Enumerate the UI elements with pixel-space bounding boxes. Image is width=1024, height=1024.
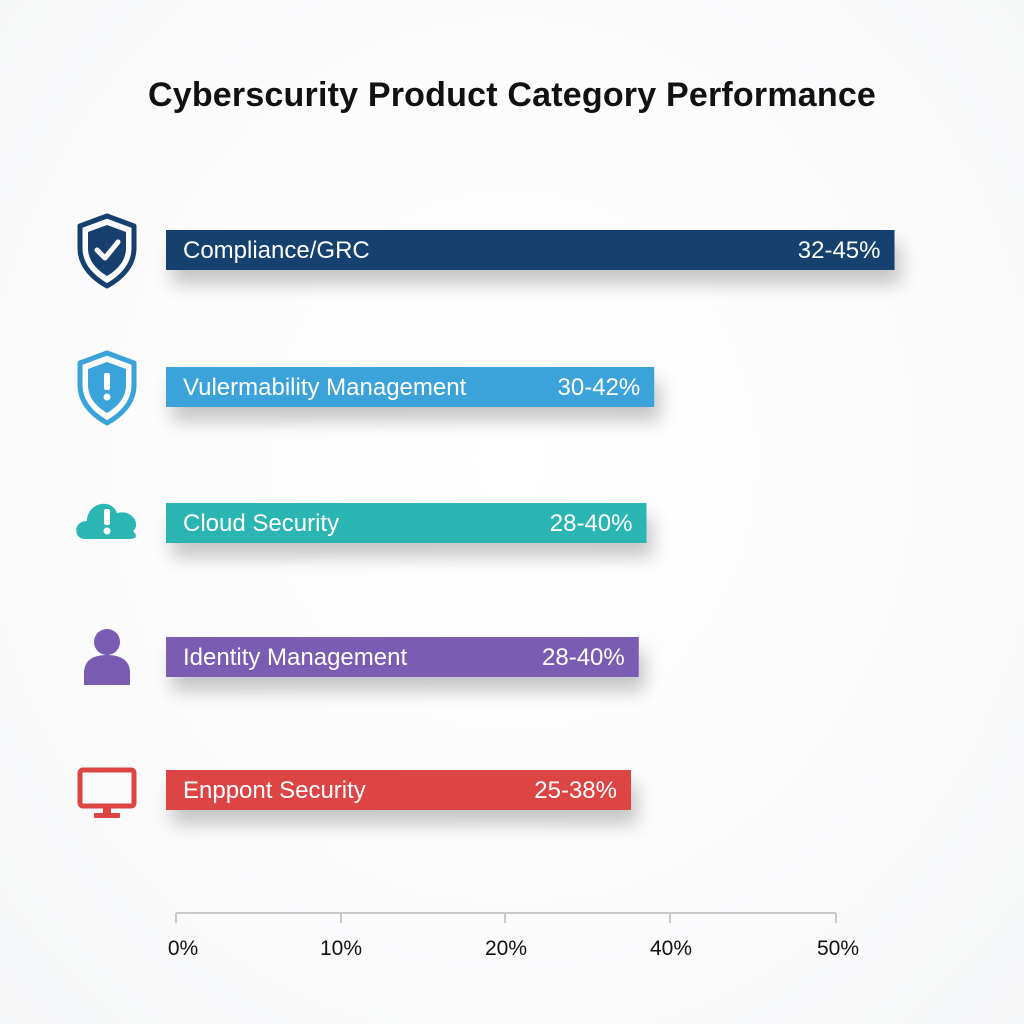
bar-value-label: 28-40%	[542, 644, 625, 671]
bars-group: Compliance/GRC 32-45% Vulermability Manage…	[166, 230, 895, 810]
x-tick-label: 50%	[817, 937, 859, 960]
bar-5	[166, 770, 631, 810]
bar-value-label: 30-42%	[558, 374, 641, 401]
bar-category-label: Vulermability Management	[183, 374, 467, 401]
bar-2	[166, 367, 655, 407]
x-tick-label: 10%	[320, 937, 362, 960]
x-tick-label: 0%	[168, 937, 198, 960]
bar-category-label: Compliance/GRC	[183, 237, 370, 264]
bar-4	[166, 637, 639, 677]
bar-value-label: 32-45%	[798, 237, 881, 264]
chart-title: Cyberscurity Product Category Performanc…	[147, 76, 877, 114]
x-tick-label: 20%	[485, 937, 527, 960]
bar-category-label: Enppont Security	[183, 777, 366, 804]
monitor-icon	[77, 767, 137, 818]
bar-3	[166, 503, 647, 543]
x-tick-label: 40%	[650, 937, 692, 960]
bar-1	[166, 230, 895, 270]
shield-alert-icon	[77, 350, 137, 426]
bar-category-label: Cloud Security	[183, 510, 339, 537]
cloud-alert-icon	[76, 503, 137, 539]
user-icon	[84, 629, 130, 685]
x-axis: 0% 10% 20% 40% 50%	[168, 912, 859, 960]
icons-group	[76, 213, 137, 818]
bar-value-label: 28-40%	[550, 510, 633, 537]
shield-check-icon	[77, 213, 137, 289]
bar-value-label: 25-38%	[534, 777, 617, 804]
bar-category-label: Identity Management	[183, 644, 407, 671]
